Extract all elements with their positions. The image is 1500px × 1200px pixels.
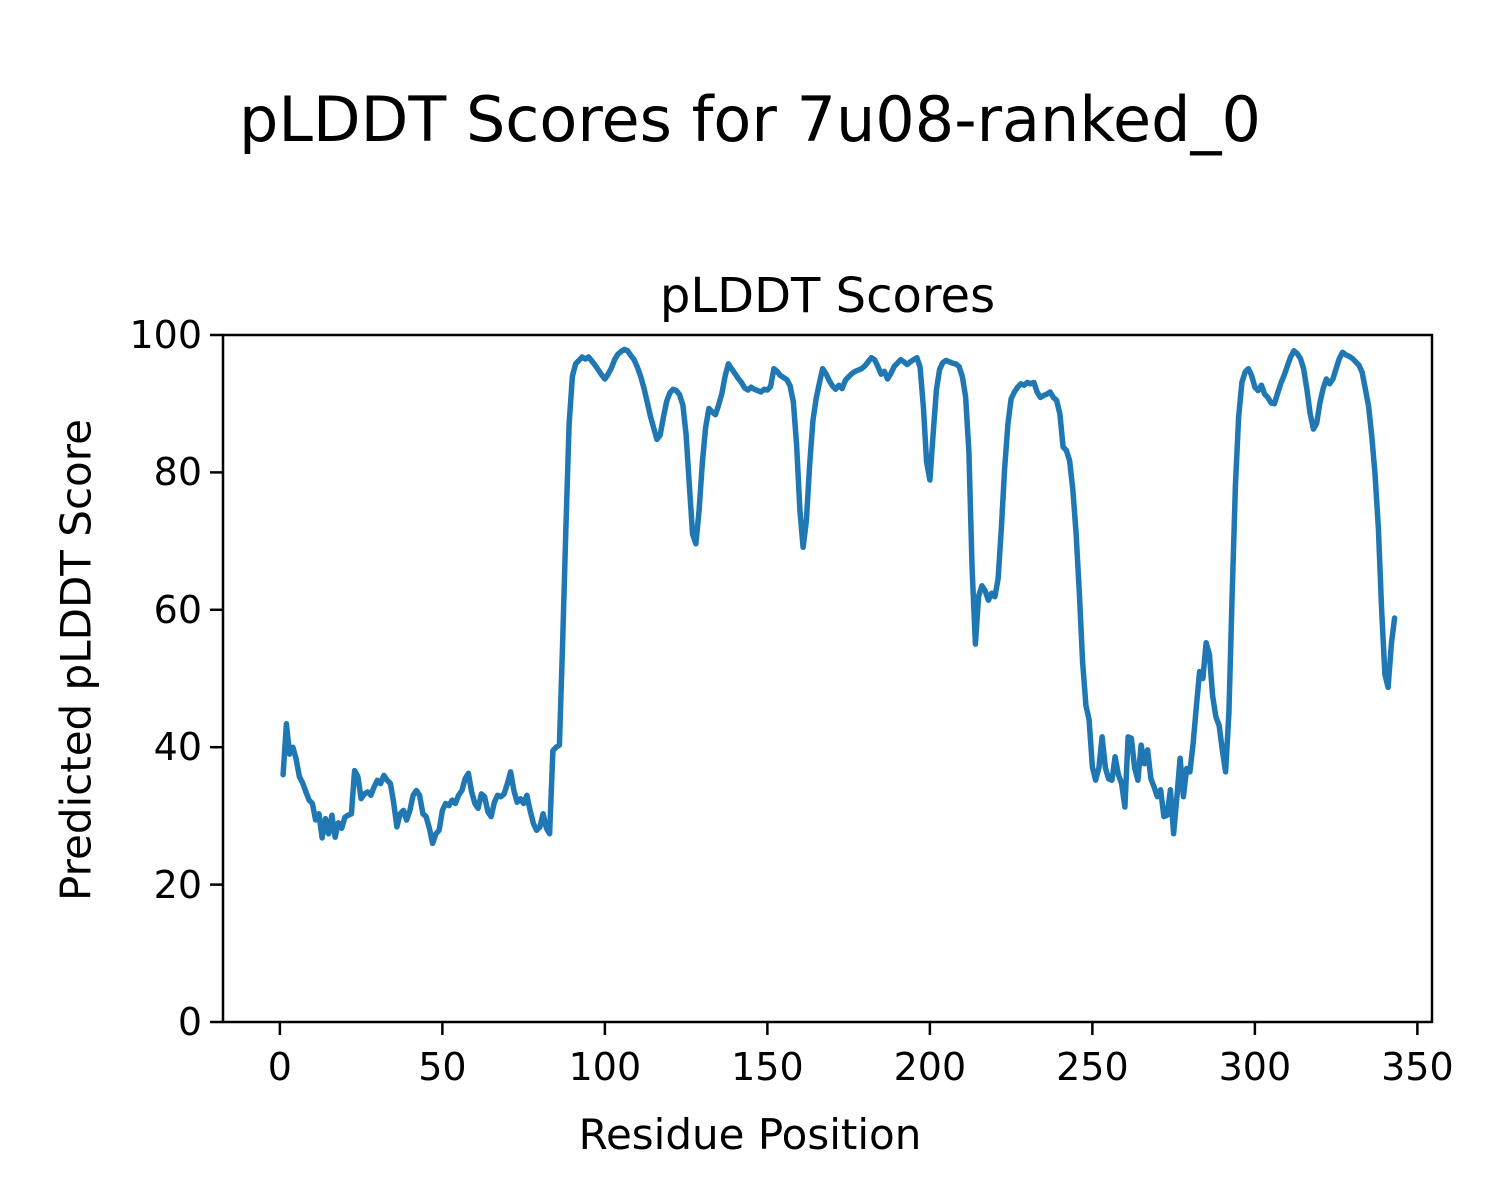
y-tick-label: 80 [153,450,202,495]
y-tick-label: 20 [153,862,202,907]
y-tick-label: 40 [153,725,202,770]
x-tick-label: 50 [418,1045,467,1089]
y-tick-label: 100 [129,313,202,357]
x-tick-label: 300 [1218,1045,1292,1089]
x-tick-label: 150 [731,1045,804,1089]
x-tick-label: 200 [893,1045,967,1089]
x-tick-label: 0 [267,1045,292,1089]
x-tick-label: 250 [1056,1045,1129,1089]
y-tick-label: 0 [177,1000,202,1044]
axes-frame [221,333,1434,1024]
plddt-line [280,346,1398,847]
x-tick-label: 350 [1381,1045,1454,1089]
x-axis-label: Residue Position [578,1110,922,1159]
x-tick-label: 100 [568,1045,642,1089]
y-tick-label: 60 [153,587,202,632]
axes-title: pLDDT Scores [659,268,996,324]
figure-suptitle: pLDDT Scores for 7u08-ranked_0 [238,83,1261,156]
